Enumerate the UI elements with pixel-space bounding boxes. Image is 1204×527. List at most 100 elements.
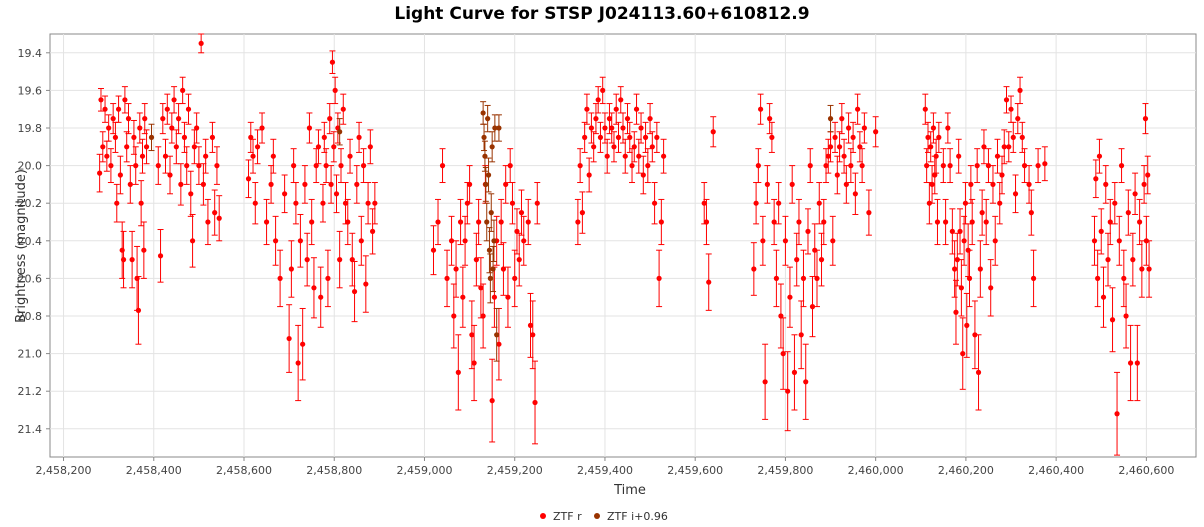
y-tick-label: 20.0 (18, 160, 43, 173)
data-point (1035, 163, 1041, 169)
data-point (268, 181, 274, 187)
data-point (595, 97, 601, 103)
data-point (139, 153, 146, 159)
data-point (773, 275, 780, 281)
data-point (1001, 144, 1007, 150)
data-point (827, 116, 834, 122)
data-point (360, 163, 367, 169)
data-point (769, 134, 775, 140)
x-tick-label: 2,459,000 (396, 464, 452, 477)
data-point (764, 181, 770, 187)
data-point (577, 163, 583, 169)
data-point (776, 200, 782, 206)
x-tick-label: 2,458,800 (306, 464, 362, 477)
data-point (205, 219, 211, 225)
data-point (791, 369, 798, 375)
data-point (597, 134, 604, 140)
data-point (956, 153, 962, 159)
data-point (129, 257, 135, 263)
data-point (178, 181, 184, 187)
data-point (320, 200, 326, 206)
data-point (108, 163, 114, 169)
data-point (1100, 294, 1107, 300)
data-point (942, 219, 949, 225)
data-point (642, 134, 649, 140)
data-point (1127, 360, 1134, 366)
data-point (600, 87, 606, 93)
y-tick-label: 21.4 (18, 423, 43, 436)
data-point (1121, 275, 1127, 281)
data-point (618, 97, 624, 103)
x-tick-label: 2,460,200 (938, 464, 994, 477)
data-point (969, 219, 975, 225)
data-point (138, 200, 144, 206)
data-point (358, 238, 364, 244)
data-point (259, 125, 265, 131)
data-point (327, 116, 333, 122)
legend-label-ztf-i: ZTF i+0.96 (607, 510, 668, 523)
data-point (582, 134, 588, 140)
data-point (180, 87, 186, 93)
grid-lines (50, 34, 1196, 457)
data-point (315, 144, 322, 150)
data-point (282, 191, 288, 197)
x-tick-label: 2,459,600 (667, 464, 723, 477)
data-point (131, 134, 137, 140)
data-point (807, 163, 813, 169)
y-axis-label: Brightness (magnitude) (14, 169, 29, 323)
data-point (297, 238, 304, 244)
data-point (760, 238, 766, 244)
data-point (104, 153, 110, 159)
data-point (602, 125, 608, 131)
data-point (137, 125, 143, 131)
data-point (102, 106, 108, 112)
data-point (922, 106, 928, 112)
data-point (200, 181, 207, 187)
data-point (530, 332, 536, 338)
data-point (977, 266, 983, 272)
x-tick-label: 2,458,600 (216, 464, 272, 477)
data-point (248, 134, 254, 140)
data-point (1123, 313, 1129, 319)
data-point (992, 238, 998, 244)
x-axis-label: Time (613, 483, 646, 498)
data-point (611, 144, 617, 150)
data-point (337, 257, 343, 263)
data-point (295, 360, 301, 366)
data-point (496, 125, 502, 131)
y-tick-label: 20.8 (18, 310, 43, 323)
data-series (96, 33, 1153, 456)
data-point (968, 181, 974, 187)
data-point (974, 163, 980, 169)
data-point (489, 398, 495, 404)
data-point (827, 144, 834, 150)
data-point (342, 200, 349, 206)
data-point (1095, 275, 1101, 281)
data-point (1137, 219, 1143, 225)
data-point (321, 134, 327, 140)
data-point (609, 125, 615, 131)
data-point (448, 238, 455, 244)
data-point (964, 322, 970, 328)
data-point (453, 266, 459, 272)
data-point (966, 275, 973, 281)
data-point (613, 106, 619, 112)
data-point (843, 181, 849, 187)
data-point (486, 247, 493, 253)
data-point (654, 134, 660, 140)
data-point (250, 153, 256, 159)
data-point (645, 163, 651, 169)
y-tick-label: 20.6 (18, 272, 43, 285)
data-point (848, 163, 854, 169)
data-point (122, 97, 128, 103)
data-point (143, 144, 150, 150)
data-point (845, 125, 852, 131)
data-point (216, 215, 222, 221)
data-point (127, 181, 133, 187)
data-point (439, 163, 446, 169)
data-point (141, 247, 147, 253)
data-point (114, 200, 120, 206)
data-point (633, 106, 640, 112)
data-point (866, 210, 872, 216)
x-tick-label: 2,458,400 (126, 464, 182, 477)
